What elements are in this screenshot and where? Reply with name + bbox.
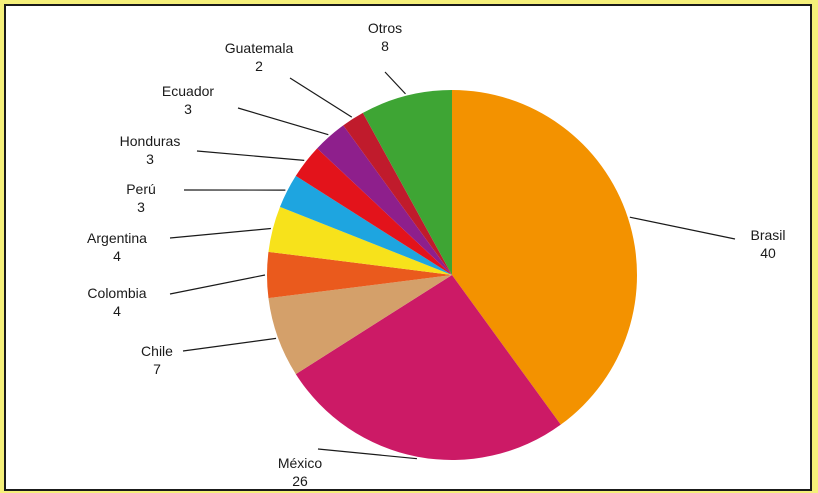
slice-label-méxico: México [278, 455, 323, 471]
leader-line-brasil [629, 216, 736, 240]
pie-slice-otros [362, 90, 452, 275]
slice-value-brasil: 40 [760, 245, 776, 261]
leader-line-guatemala [289, 77, 353, 118]
slice-label-otros: Otros [368, 20, 402, 36]
slice-value-colombia: 4 [113, 303, 121, 319]
slice-label-ecuador: Ecuador [162, 83, 214, 99]
slice-label-honduras: Honduras [120, 133, 181, 149]
leader-line-chile [182, 337, 277, 352]
leader-line-ecuador [237, 107, 329, 136]
leader-line-honduras [196, 150, 305, 161]
slice-value-honduras: 3 [146, 151, 154, 167]
slice-value-guatemala: 2 [255, 58, 263, 74]
slice-value-ecuador: 3 [184, 101, 192, 117]
slice-label-colombia: Colombia [87, 285, 146, 301]
slice-value-argentina: 4 [113, 248, 121, 264]
pie-slice-colombia [266, 251, 452, 299]
leader-line-colombia [169, 274, 266, 295]
pie-slice-argentina [268, 206, 452, 275]
label-leader-lines [169, 71, 736, 460]
pie-slice-perú [279, 175, 452, 275]
slice-label-argentina: Argentina [87, 230, 147, 246]
slice-value-otros: 8 [381, 38, 389, 54]
pie-slice-ecuador [317, 125, 452, 276]
slice-label-guatemala: Guatemala [225, 40, 294, 56]
slice-value-chile: 7 [153, 361, 161, 377]
pie-slice-méxico [295, 275, 561, 460]
pie-slice-chile [268, 275, 452, 375]
slice-value-méxico: 26 [292, 473, 308, 489]
slice-labels: Brasil 40 México 26 Chile 7 Colombia 4 Argentina… [87, 20, 785, 489]
leader-line-argentina [169, 227, 271, 239]
pie-slice-honduras [295, 148, 452, 275]
slice-label-brasil: Brasil [750, 227, 785, 243]
slice-value-perú: 3 [137, 199, 145, 215]
pie-slice-brasil [452, 90, 638, 425]
slice-label-chile: Chile [141, 343, 173, 359]
pie-slice-guatemala [343, 112, 452, 275]
pie-slices [266, 90, 638, 460]
leader-line-otros [384, 71, 406, 95]
slice-label-perú: Perú [126, 181, 156, 197]
leader-line-méxico [317, 448, 418, 460]
